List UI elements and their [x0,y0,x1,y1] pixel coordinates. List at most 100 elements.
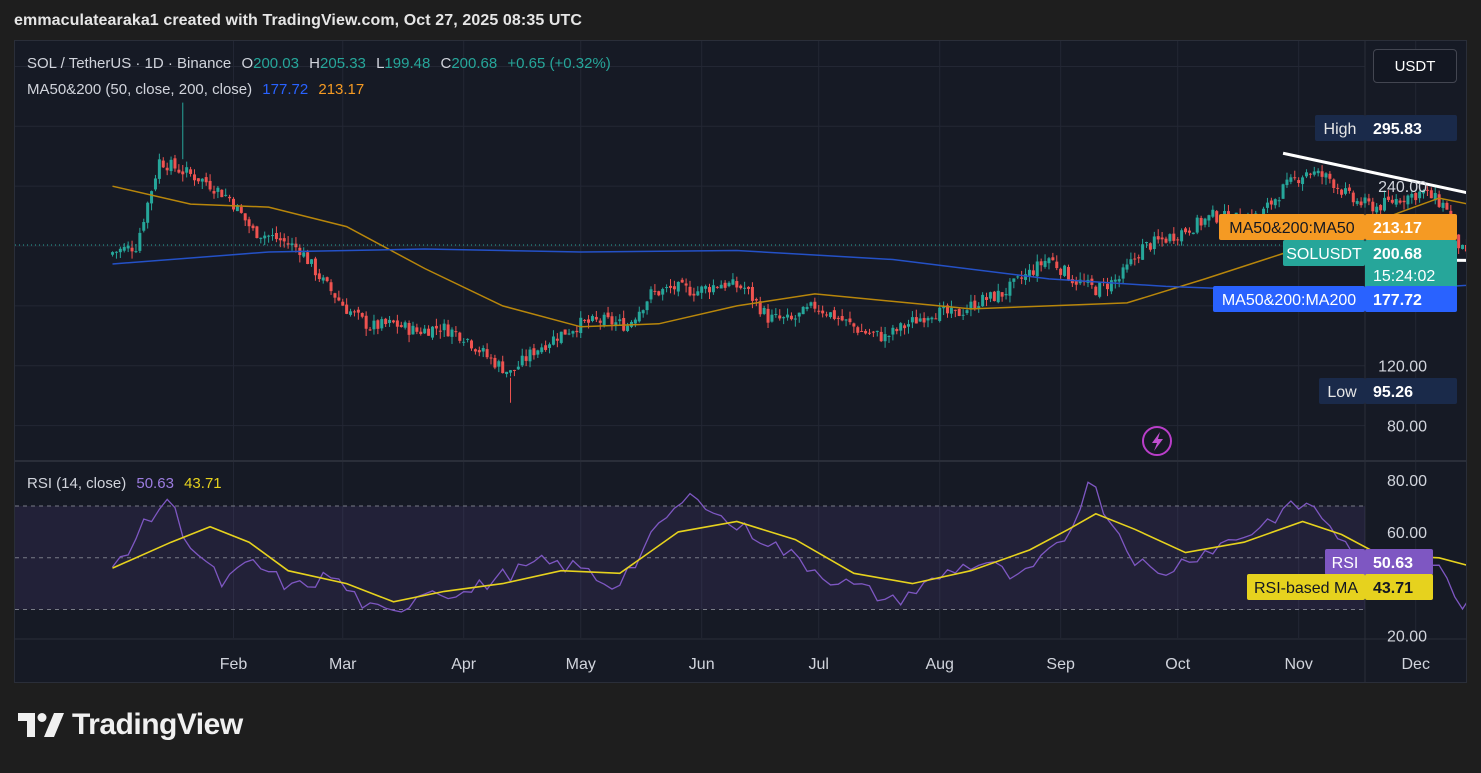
candle [196,178,200,185]
candle [532,343,536,360]
candle-body [325,277,329,282]
candle [930,316,934,324]
symbol-label[interactable]: SOL / TetherUS · 1D · Binance [27,55,232,72]
candle [1117,275,1121,288]
candle-body [118,248,122,253]
candle-body [1289,177,1293,182]
rsi-ma-price-tag-value: 43.71 [1373,580,1413,597]
candle-body [302,252,306,257]
chart-canvas[interactable]: 320.00280.00240.00120.0080.00295.83High2… [15,41,1467,683]
candle-body [1191,232,1195,235]
candle-body [1051,257,1055,261]
candle [126,241,130,253]
candle-body [973,300,977,310]
high-marker-label-box [1315,115,1365,141]
candle-body [860,330,864,332]
candle-body [1141,244,1145,260]
candle-body [1187,230,1191,233]
time-axis-tick: Sep [1046,656,1075,673]
candle [352,309,356,317]
candle-body [1343,188,1347,194]
candle [1094,285,1098,296]
candle-body [516,366,520,370]
candle [380,316,384,331]
candle-body [1464,244,1466,252]
candle-body [317,273,321,280]
rsi-legend[interactable]: RSI (14, close) 50.63 43.71 [27,475,228,492]
price-axis-tick: 240.00 [1378,179,1427,196]
candle-body [618,319,622,322]
candle [501,355,505,374]
candle [692,287,696,302]
candle-body [403,322,407,328]
candle [1359,197,1363,208]
candle-body [485,349,489,358]
candle [423,324,427,334]
rsi-ma-price-tag-label-box [1247,574,1365,600]
candle-body [832,310,836,319]
candle-body [587,319,591,323]
time-axis-tick: Aug [925,656,953,673]
chart-frame[interactable]: 320.00280.00240.00120.0080.00295.83High2… [14,40,1467,683]
rsi-price-tag: 50.63 RSI [1325,549,1433,575]
candle [473,348,477,355]
candle [708,283,712,300]
candle [1301,175,1305,191]
candle-body [700,286,704,293]
candle-body [1394,198,1398,205]
candle-body [692,293,696,296]
candle [719,280,723,289]
candle-body [204,177,208,183]
candle [696,286,700,297]
candle-body [173,158,177,169]
candle-body [676,281,680,292]
candle [1383,190,1387,212]
candle [606,306,610,319]
candle [1422,189,1426,199]
candle-body [1304,172,1308,177]
candle [1121,263,1125,284]
candle-body [797,312,801,317]
ma200-price-tag: 177.72 MA50&200:MA200 [1213,286,1457,312]
candle-body [1047,258,1051,264]
candle-body [181,171,185,175]
candle-body [704,286,708,289]
candle-body [247,219,251,227]
candle-body [1039,261,1043,266]
candle [216,186,220,199]
candle [1199,215,1203,231]
candle [1020,270,1024,285]
candle [770,309,774,323]
candle-body [505,371,509,375]
candle-body [813,301,817,309]
candle [185,161,189,178]
ma-legend[interactable]: MA50&200 (50, close, 200, close) 177.72 … [27,81,370,98]
candle [879,326,883,343]
candle-body [407,323,411,335]
ma200-price-tag-label-box [1213,286,1365,312]
candle [774,308,778,318]
candle [263,231,267,246]
candle-body [235,205,239,212]
time-axis-tick: Dec [1401,656,1429,673]
currency-button[interactable]: USDT [1373,49,1457,83]
candle [821,305,825,318]
candle-body [200,178,204,182]
candle-body [352,311,356,313]
candle [1343,182,1347,196]
ma50-price-tag-label: MA50&200:MA50 [1229,220,1355,237]
candle-body [793,318,797,320]
candle-body [1332,179,1336,188]
candle [1082,273,1086,286]
candle-body [965,310,969,314]
candle [1441,199,1445,212]
ma50-price-tag-label-box [1219,214,1365,240]
candle [657,290,661,297]
candle [114,251,118,259]
low-marker: 95.26 Low [1319,378,1457,404]
last-price-tag-countdown: 15:24:02 [1373,268,1435,285]
open-value: 200.03 [253,55,299,72]
candle-body [454,331,458,333]
close-value: 200.68 [451,55,498,72]
candle [985,292,989,307]
